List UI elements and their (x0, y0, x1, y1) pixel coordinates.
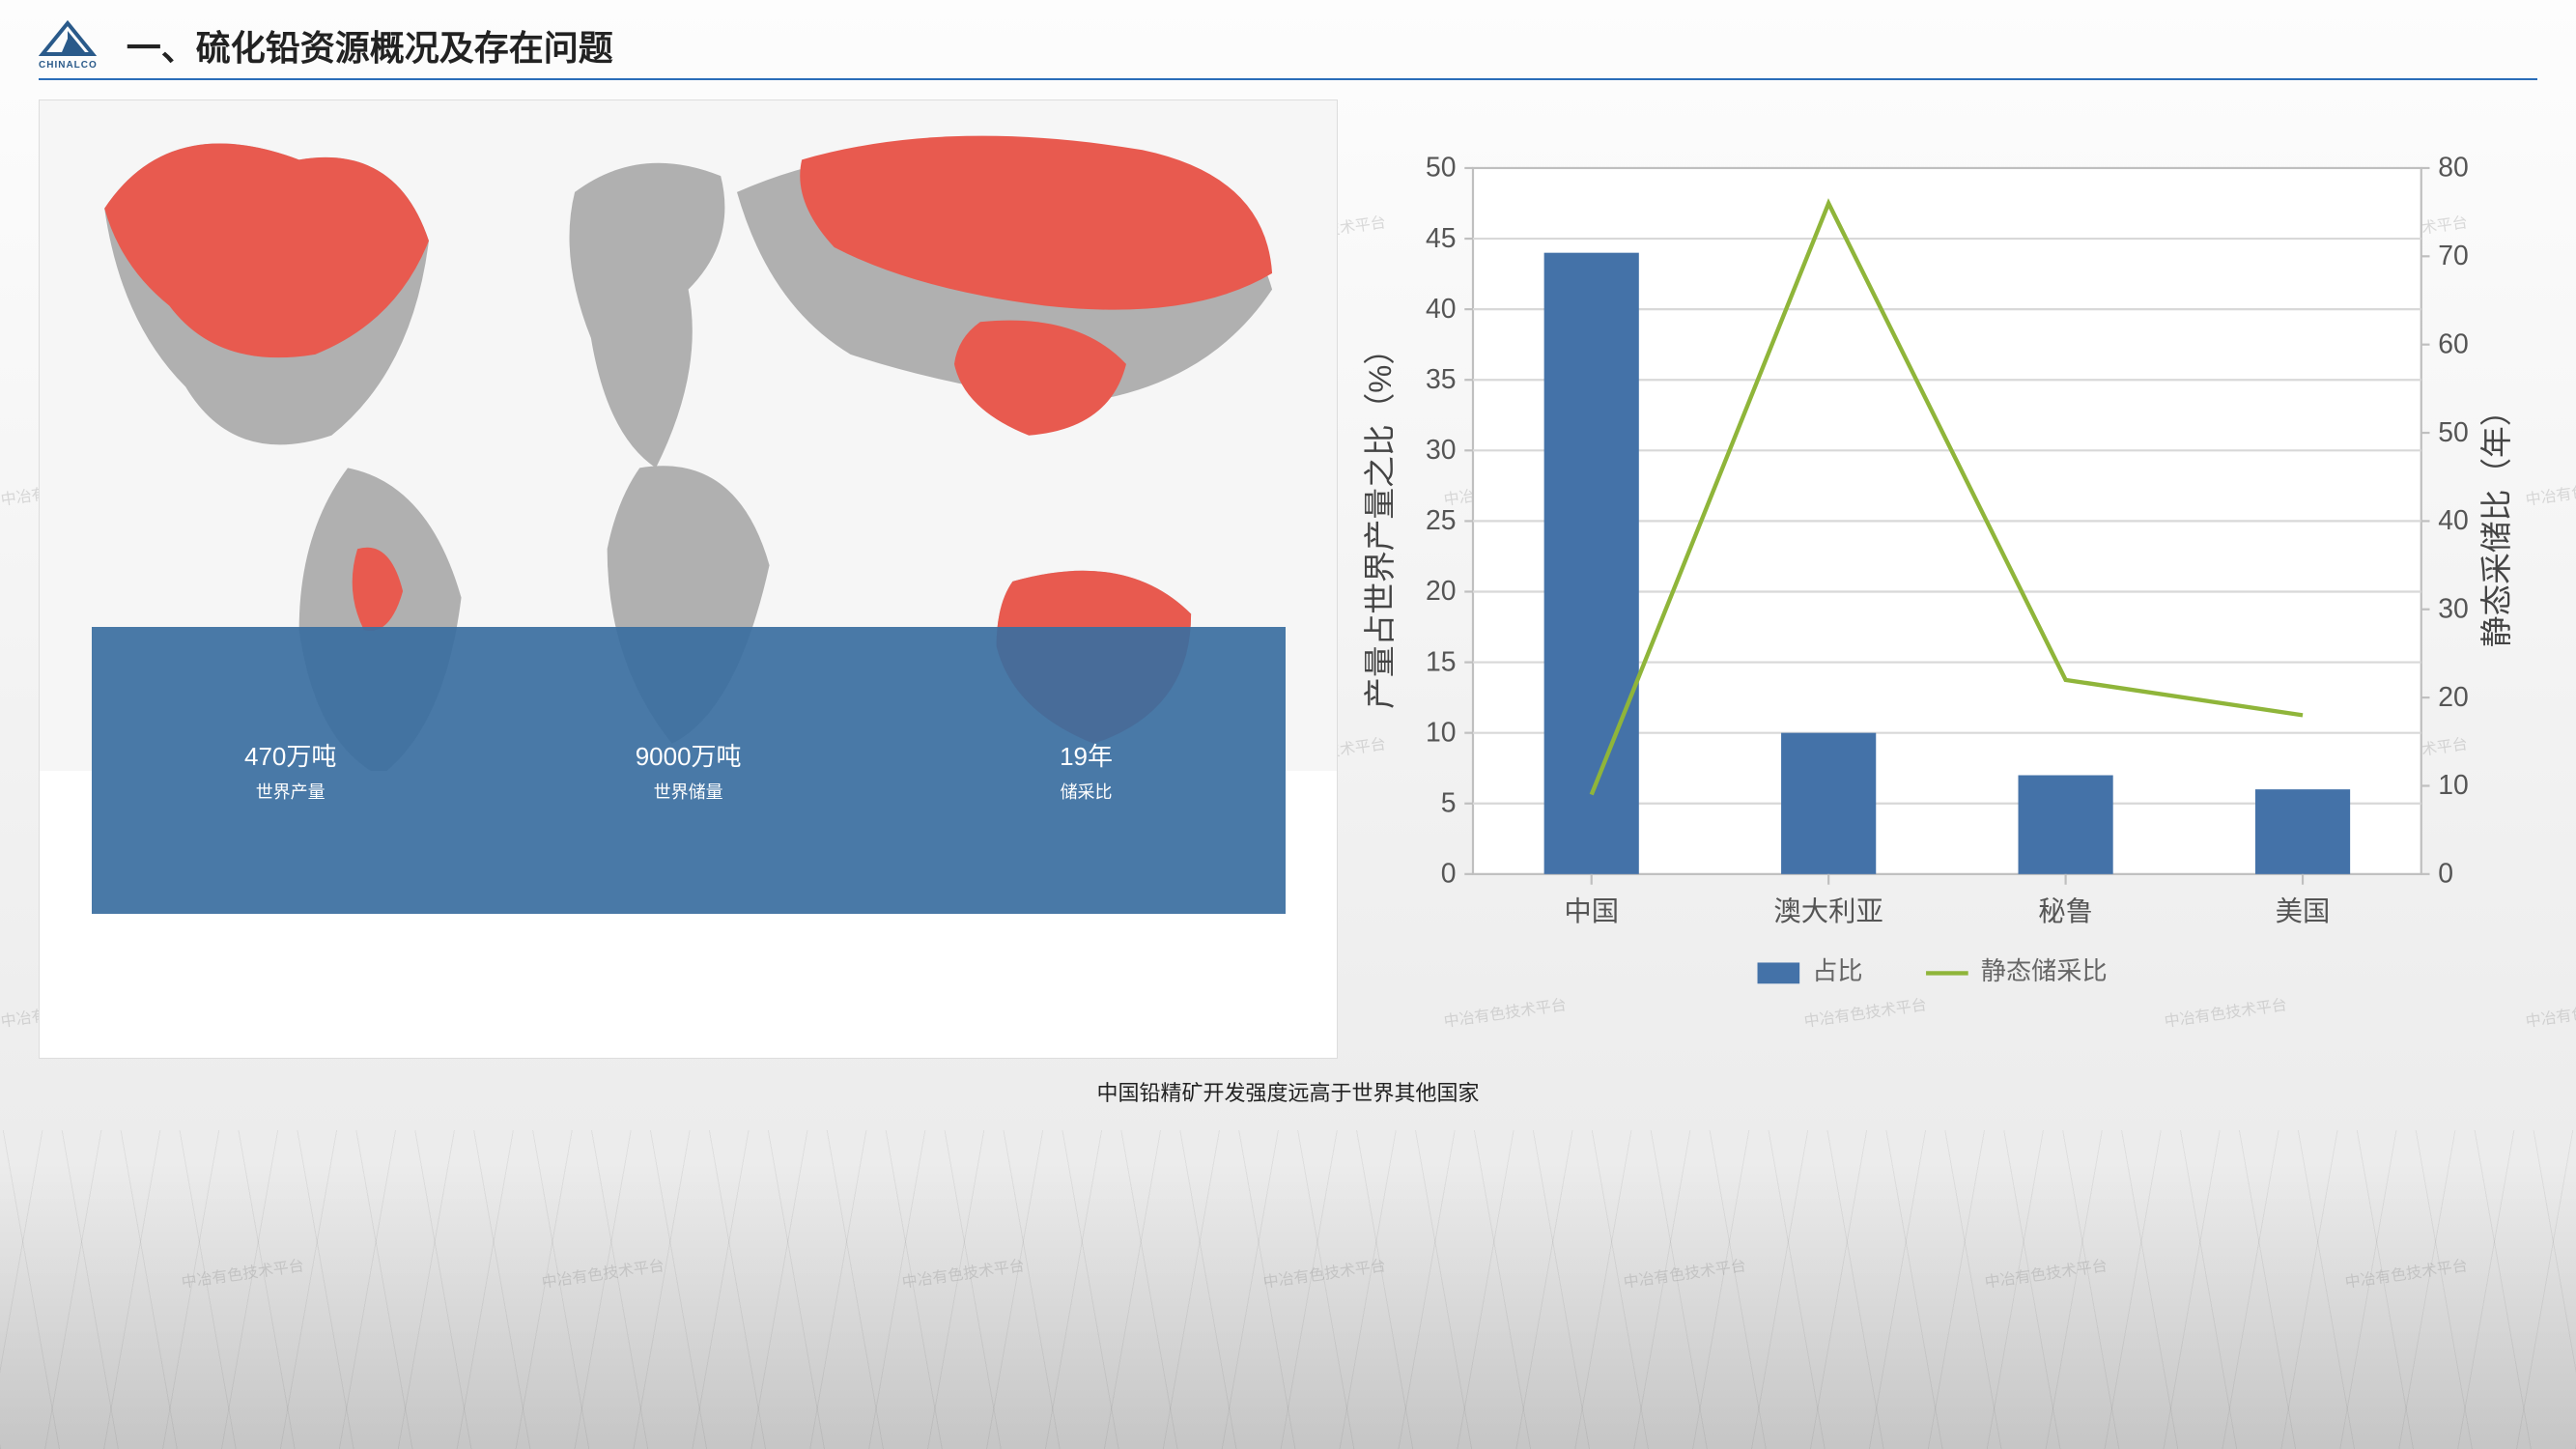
svg-text:35: 35 (1426, 364, 1457, 395)
svg-text:15: 15 (1426, 646, 1457, 677)
world-map-panel: 470万吨世界产量9000万吨世界储量19年储采比 (39, 99, 1338, 1059)
stat-item: 9000万吨世界储量 (490, 627, 888, 914)
svg-text:美国: 美国 (2276, 896, 2331, 927)
stat-label: 储采比 (1061, 779, 1113, 804)
svg-text:20: 20 (2438, 682, 2469, 713)
stat-value: 9000万吨 (636, 737, 742, 773)
svg-text:中国: 中国 (1565, 896, 1620, 927)
svg-text:30: 30 (1426, 435, 1457, 466)
svg-text:占比: 占比 (1812, 956, 1862, 985)
logo: CHINALCO (39, 19, 98, 71)
svg-text:澳大利亚: 澳大利亚 (1774, 896, 1883, 927)
bar (2019, 776, 2113, 874)
svg-text:20: 20 (1426, 576, 1457, 607)
bar (1781, 733, 1876, 874)
svg-text:50: 50 (1426, 153, 1457, 184)
svg-text:40: 40 (2438, 505, 2469, 536)
svg-text:产量占世界产量之比（%）: 产量占世界产量之比（%） (1362, 333, 1398, 709)
bar (1544, 253, 1639, 874)
stat-item: 19年储采比 (888, 627, 1286, 914)
chart-panel: 0 5 10 15 20 25 30 35 40 45 50 0 10 20 30 40 50 60 70 80 中国 澳… (1357, 99, 2537, 1059)
svg-text:50: 50 (2438, 417, 2469, 448)
stat-label: 世界产量 (256, 779, 326, 804)
slide: 中冶有色技术平台中冶有色技术平台中冶有色技术平台中冶有色技术平台中冶有色技术平台… (0, 0, 2576, 1449)
svg-text:5: 5 (1441, 787, 1457, 818)
svg-text:30: 30 (2438, 593, 2469, 624)
svg-text:80: 80 (2438, 153, 2469, 184)
svg-text:40: 40 (1426, 294, 1457, 325)
svg-text:10: 10 (2438, 770, 2469, 801)
svg-text:45: 45 (1426, 223, 1457, 254)
svg-text:25: 25 (1426, 505, 1457, 536)
stat-item: 470万吨世界产量 (92, 627, 490, 914)
svg-text:70: 70 (2438, 241, 2469, 271)
svg-text:0: 0 (1441, 859, 1457, 890)
chinalco-logo-icon (39, 19, 97, 58)
bar (2255, 789, 2350, 874)
svg-text:静态采储比（年）: 静态采储比（年） (2478, 395, 2514, 648)
svg-text:60: 60 (2438, 328, 2469, 359)
stat-value: 19年 (1060, 737, 1113, 773)
svg-text:10: 10 (1426, 717, 1457, 748)
svg-text:0: 0 (2438, 859, 2453, 890)
svg-text:静态储采比: 静态储采比 (1981, 956, 2108, 985)
slide-title: 一、硫化铅资源概况及存在问题 (127, 20, 613, 71)
logo-brand-text: CHINALCO (39, 60, 98, 71)
stat-value: 470万吨 (244, 737, 336, 773)
svg-text:秘鲁: 秘鲁 (2038, 896, 2093, 927)
content-row: 470万吨世界产量9000万吨世界储量19年储采比 05101520253035… (39, 99, 2537, 1059)
floor-perspective (0, 1130, 2576, 1449)
header: CHINALCO 一、硫化铅资源概况及存在问题 (39, 19, 2537, 80)
stats-bar: 470万吨世界产量9000万吨世界储量19年储采比 (92, 627, 1286, 914)
caption-text: 中国铅精矿开发强度远高于世界其他国家 (39, 1076, 2537, 1107)
stat-label: 世界储量 (654, 779, 723, 804)
dual-axis-chart: 0 5 10 15 20 25 30 35 40 45 50 0 10 20 30 40 50 60 70 80 中国 澳… (1357, 99, 2537, 1059)
